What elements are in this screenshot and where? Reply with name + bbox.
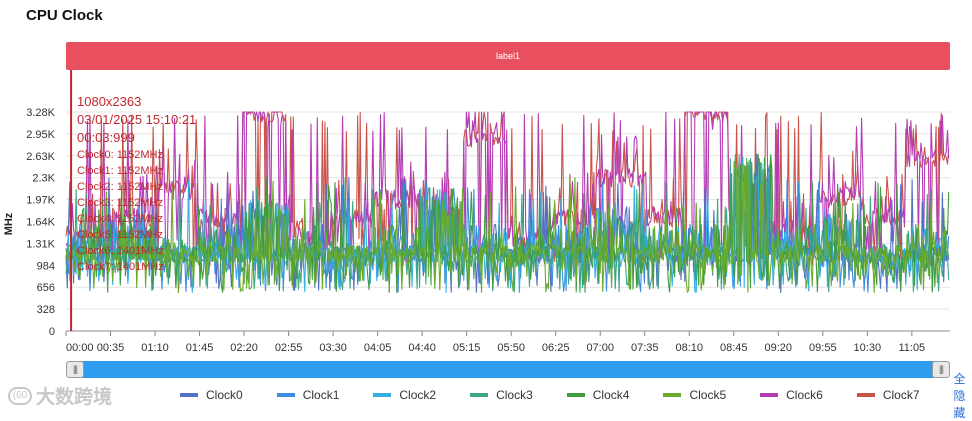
x-tick-label: 09:55: [809, 342, 837, 354]
legend-item-clock3[interactable]: Clock3: [470, 388, 533, 402]
legend-item-clock2[interactable]: Clock2: [373, 388, 436, 402]
legend-label: Clock6: [786, 388, 823, 402]
x-tick-label: 11:05: [898, 342, 925, 354]
tooltip-row: Clock5: 1152MHz: [77, 229, 163, 241]
legend-label: Clock0: [206, 388, 243, 402]
tooltip-resolution: 1080x2363: [77, 94, 141, 109]
legend-item-clock4[interactable]: Clock4: [567, 388, 630, 402]
tooltip-row: Clock7: 1401MHz: [77, 261, 164, 273]
x-tick-label: 02:55: [275, 342, 303, 354]
y-tick-label: 656: [37, 282, 55, 294]
zoom-slider-track[interactable]: [66, 361, 950, 378]
tooltip-row: Clock3: 1152MHz: [77, 197, 163, 209]
y-tick-label: 3.28K: [26, 107, 55, 119]
zoom-slider-right-handle[interactable]: |||: [932, 361, 950, 378]
watermark-text: 大数跨境: [36, 382, 112, 409]
legend-label: Clock1: [303, 388, 340, 402]
watermark: (60 大数跨境: [8, 382, 112, 409]
cpu-clock-chart: 0 328 656 984 1.31K 1.64K 1.97K 2.3K 2.63K 2.95K 3…: [0, 0, 972, 360]
legend-swatch: [567, 393, 585, 397]
tooltip-datetime: 03/01/2025 15:10:21: [77, 112, 196, 127]
tooltip-row: Clock4: 1152MHz: [77, 213, 163, 225]
x-tick-label: 05:15: [453, 342, 481, 354]
legend-label: Clock3: [496, 388, 533, 402]
y-tick-label: 1.64K: [26, 217, 55, 229]
x-tick-label: 03:30: [319, 342, 347, 354]
legend-swatch: [857, 393, 875, 397]
hide-all-toggle[interactable]: 全隐藏: [954, 370, 972, 421]
x-tick-label: 10:30: [854, 342, 882, 354]
x-tick-label: 00:00: [66, 342, 94, 354]
x-tick-label: 04:05: [364, 342, 392, 354]
x-tick-label: 09:20: [765, 342, 793, 354]
tooltip-row: Clock0: 1152MHz: [77, 149, 163, 161]
legend-item-clock0[interactable]: Clock0: [180, 388, 243, 402]
y-axis-label: MHz: [3, 212, 15, 235]
legend-item-clock6[interactable]: Clock6: [760, 388, 823, 402]
legend-label: Clock7: [883, 388, 920, 402]
x-tick-label: 00:35: [97, 342, 125, 354]
tooltip-row: Clock1: 1152MHz: [77, 165, 163, 177]
x-tick-label: 02:20: [230, 342, 258, 354]
legend-item-clock1[interactable]: Clock1: [277, 388, 340, 402]
x-tick-label: 07:35: [631, 342, 659, 354]
legend-swatch: [470, 393, 488, 397]
y-axis-ticks: 0 328 656 984 1.31K 1.64K 1.97K 2.3K 2.63K 2.95K 3…: [26, 107, 55, 338]
y-tick-label: 328: [37, 304, 55, 316]
y-tick-label: 2.95K: [26, 129, 55, 141]
tooltip-row: Clock2: 1152MHz: [77, 181, 163, 193]
x-tick-label: 01:10: [141, 342, 169, 354]
y-tick-label: 1.97K: [26, 195, 55, 207]
tooltip-elapsed: 00:03:999: [77, 130, 135, 145]
legend-swatch: [373, 393, 391, 397]
tooltip-row: Clock6: 1401MHz: [77, 245, 164, 257]
legend-swatch: [277, 393, 295, 397]
legend-label: Clock5: [689, 388, 726, 402]
x-tick-label: 05:50: [497, 342, 525, 354]
legend-item-clock7[interactable]: Clock7: [857, 388, 920, 402]
legend: Clock0 Clock1 Clock2 Clock3 Clock4 Clock…: [180, 386, 972, 404]
x-tick-label: 06:25: [542, 342, 570, 354]
legend-item-clock5[interactable]: Clock5: [663, 388, 726, 402]
zoom-slider-left-handle[interactable]: |||: [66, 361, 84, 378]
legend-label: Clock2: [399, 388, 436, 402]
y-tick-label: 2.63K: [26, 151, 55, 163]
legend-swatch: [760, 393, 778, 397]
y-tick-label: 1.31K: [26, 238, 55, 250]
y-tick-label: 0: [49, 326, 55, 338]
x-tick-label: 01:45: [186, 342, 214, 354]
x-tick-label: 07:00: [586, 342, 614, 354]
x-tick-label: 08:45: [720, 342, 748, 354]
y-tick-label: 2.3K: [32, 173, 55, 185]
legend-swatch: [663, 393, 681, 397]
x-tick-label: 08:10: [675, 342, 703, 354]
legend-label: Clock4: [593, 388, 630, 402]
y-tick-label: 984: [37, 260, 55, 272]
legend-swatch: [180, 393, 198, 397]
x-tick-label: 04:40: [408, 342, 436, 354]
watermark-logo-icon: (60: [8, 387, 32, 405]
